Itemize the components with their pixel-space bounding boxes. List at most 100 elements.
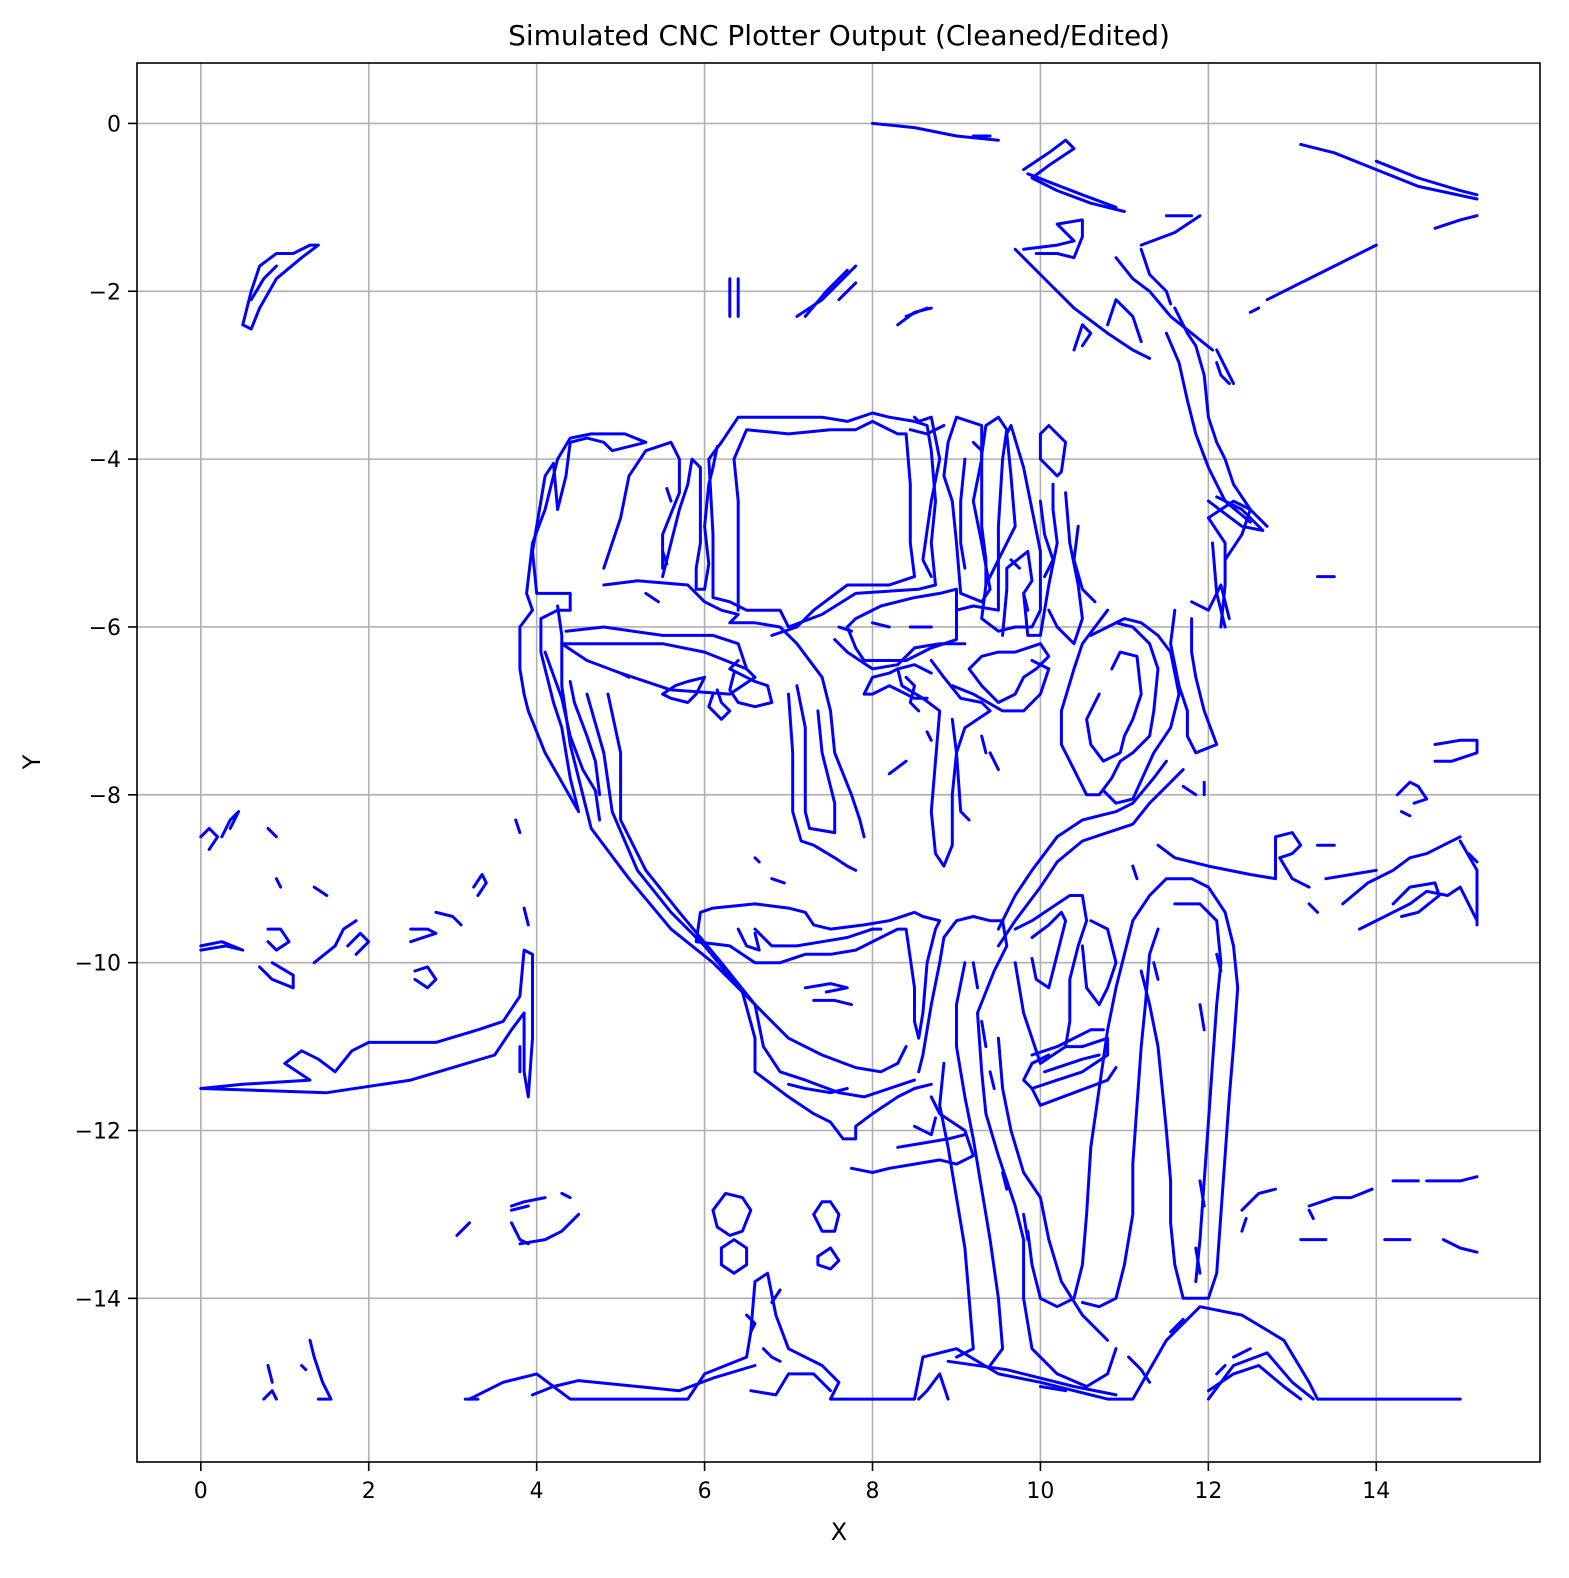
plot-path [845,587,958,662]
plot-path [925,730,933,742]
plot-path [736,927,761,952]
plot-path [1001,1171,1009,1191]
plot-path [560,1191,572,1200]
plot-path [1374,159,1479,197]
y-tick-label: 0 [107,112,121,137]
plot-path [661,445,719,591]
plot-path [1022,1036,1110,1090]
plot-path [913,415,942,579]
y-tick-label: −2 [89,280,121,305]
plot-path [1467,852,1479,864]
plot-path [896,659,992,868]
plot-path [753,927,883,948]
plot-path [1059,608,1160,797]
plot-path [980,1019,988,1049]
plot-path [959,457,967,570]
plot-path [862,663,933,700]
plot-path [1215,1364,1227,1376]
plot-path [1391,881,1441,918]
plot-path [728,659,774,709]
plot-path [1341,835,1462,906]
plot-path [665,487,673,503]
plot-path [1240,1217,1248,1233]
plot-path [1299,142,1479,201]
plot-path [560,642,757,696]
plot-path [1001,482,1059,637]
y-tick-label: −14 [75,1287,121,1312]
plot-path [510,1221,530,1246]
plot-path [1127,1355,1152,1384]
plot-path [938,1061,975,1359]
plot-path [1215,361,1231,386]
plot-path [707,411,937,629]
plot-path [812,1200,841,1233]
plot-path [1080,927,1160,1309]
plot-path [971,961,979,990]
plot-path [1194,1246,1202,1275]
y-tick-label: −10 [75,952,121,977]
plot-path [719,1238,749,1275]
plot-path [1072,323,1093,352]
plot-path [1169,1317,1185,1334]
plot-path [522,906,530,927]
y-tick-label: −6 [89,616,121,641]
plot-path [1215,952,1223,973]
plot-path [803,268,849,318]
plot-path [1425,1175,1479,1183]
plot-path [585,692,933,1141]
plot-path [1085,650,1143,763]
x-tick-label: 6 [698,1479,712,1504]
plot-path [1198,1179,1206,1208]
plot-path [1173,306,1269,528]
plot-path [971,440,988,587]
plot-path [602,579,866,839]
plot-path [606,692,916,1099]
plot-path [1433,214,1479,230]
plot-path [950,717,971,822]
plot-path [1013,247,1152,360]
plot-path [1206,1351,1315,1401]
plot-path [274,877,283,889]
plot-path [1139,247,1173,306]
x-tick-label: 2 [362,1479,376,1504]
plot-path [1030,910,1068,990]
plot-path [1240,1187,1277,1212]
plot-path [1026,172,1118,209]
plot-path [1038,424,1068,478]
plot-path [908,424,946,436]
plot-path [955,415,1009,612]
plot-path [795,684,837,835]
plot-path [711,1191,753,1237]
plot-path [917,1372,950,1401]
plot-path [661,549,669,566]
plot-path [543,650,602,822]
plot-path [1152,961,1160,981]
plot-path [1265,243,1378,302]
plot-path [833,638,967,671]
plot-path [996,759,1168,931]
plot-path [967,642,1051,704]
plot-path [1248,306,1261,314]
plot-path [837,625,853,633]
plot-path [904,675,921,713]
x-tick-label: 14 [1362,1479,1390,1504]
plot-path [850,1095,975,1174]
x-tick-label: 4 [530,1479,544,1504]
plot-path [1106,298,1143,344]
plot-path [1038,1385,1068,1393]
plot-path [732,419,916,637]
plot-path [1307,1187,1374,1208]
plot-path [1080,919,1118,1007]
plot-path [1026,877,1240,1309]
plot-path [745,1313,757,1334]
plot-path [1030,1066,1118,1107]
plot-path [980,734,988,755]
y-axis-ticks: 0 −2 −4 −6 −8 −10 −12 −14 [75,112,137,1312]
plot-path [1206,1364,1303,1401]
x-axis-label: X [831,1518,847,1546]
plot-path [199,826,220,851]
plot-path [1013,894,1089,1065]
plot-path [531,1364,757,1397]
plot-path [917,915,1118,1388]
plot-path [568,680,602,797]
